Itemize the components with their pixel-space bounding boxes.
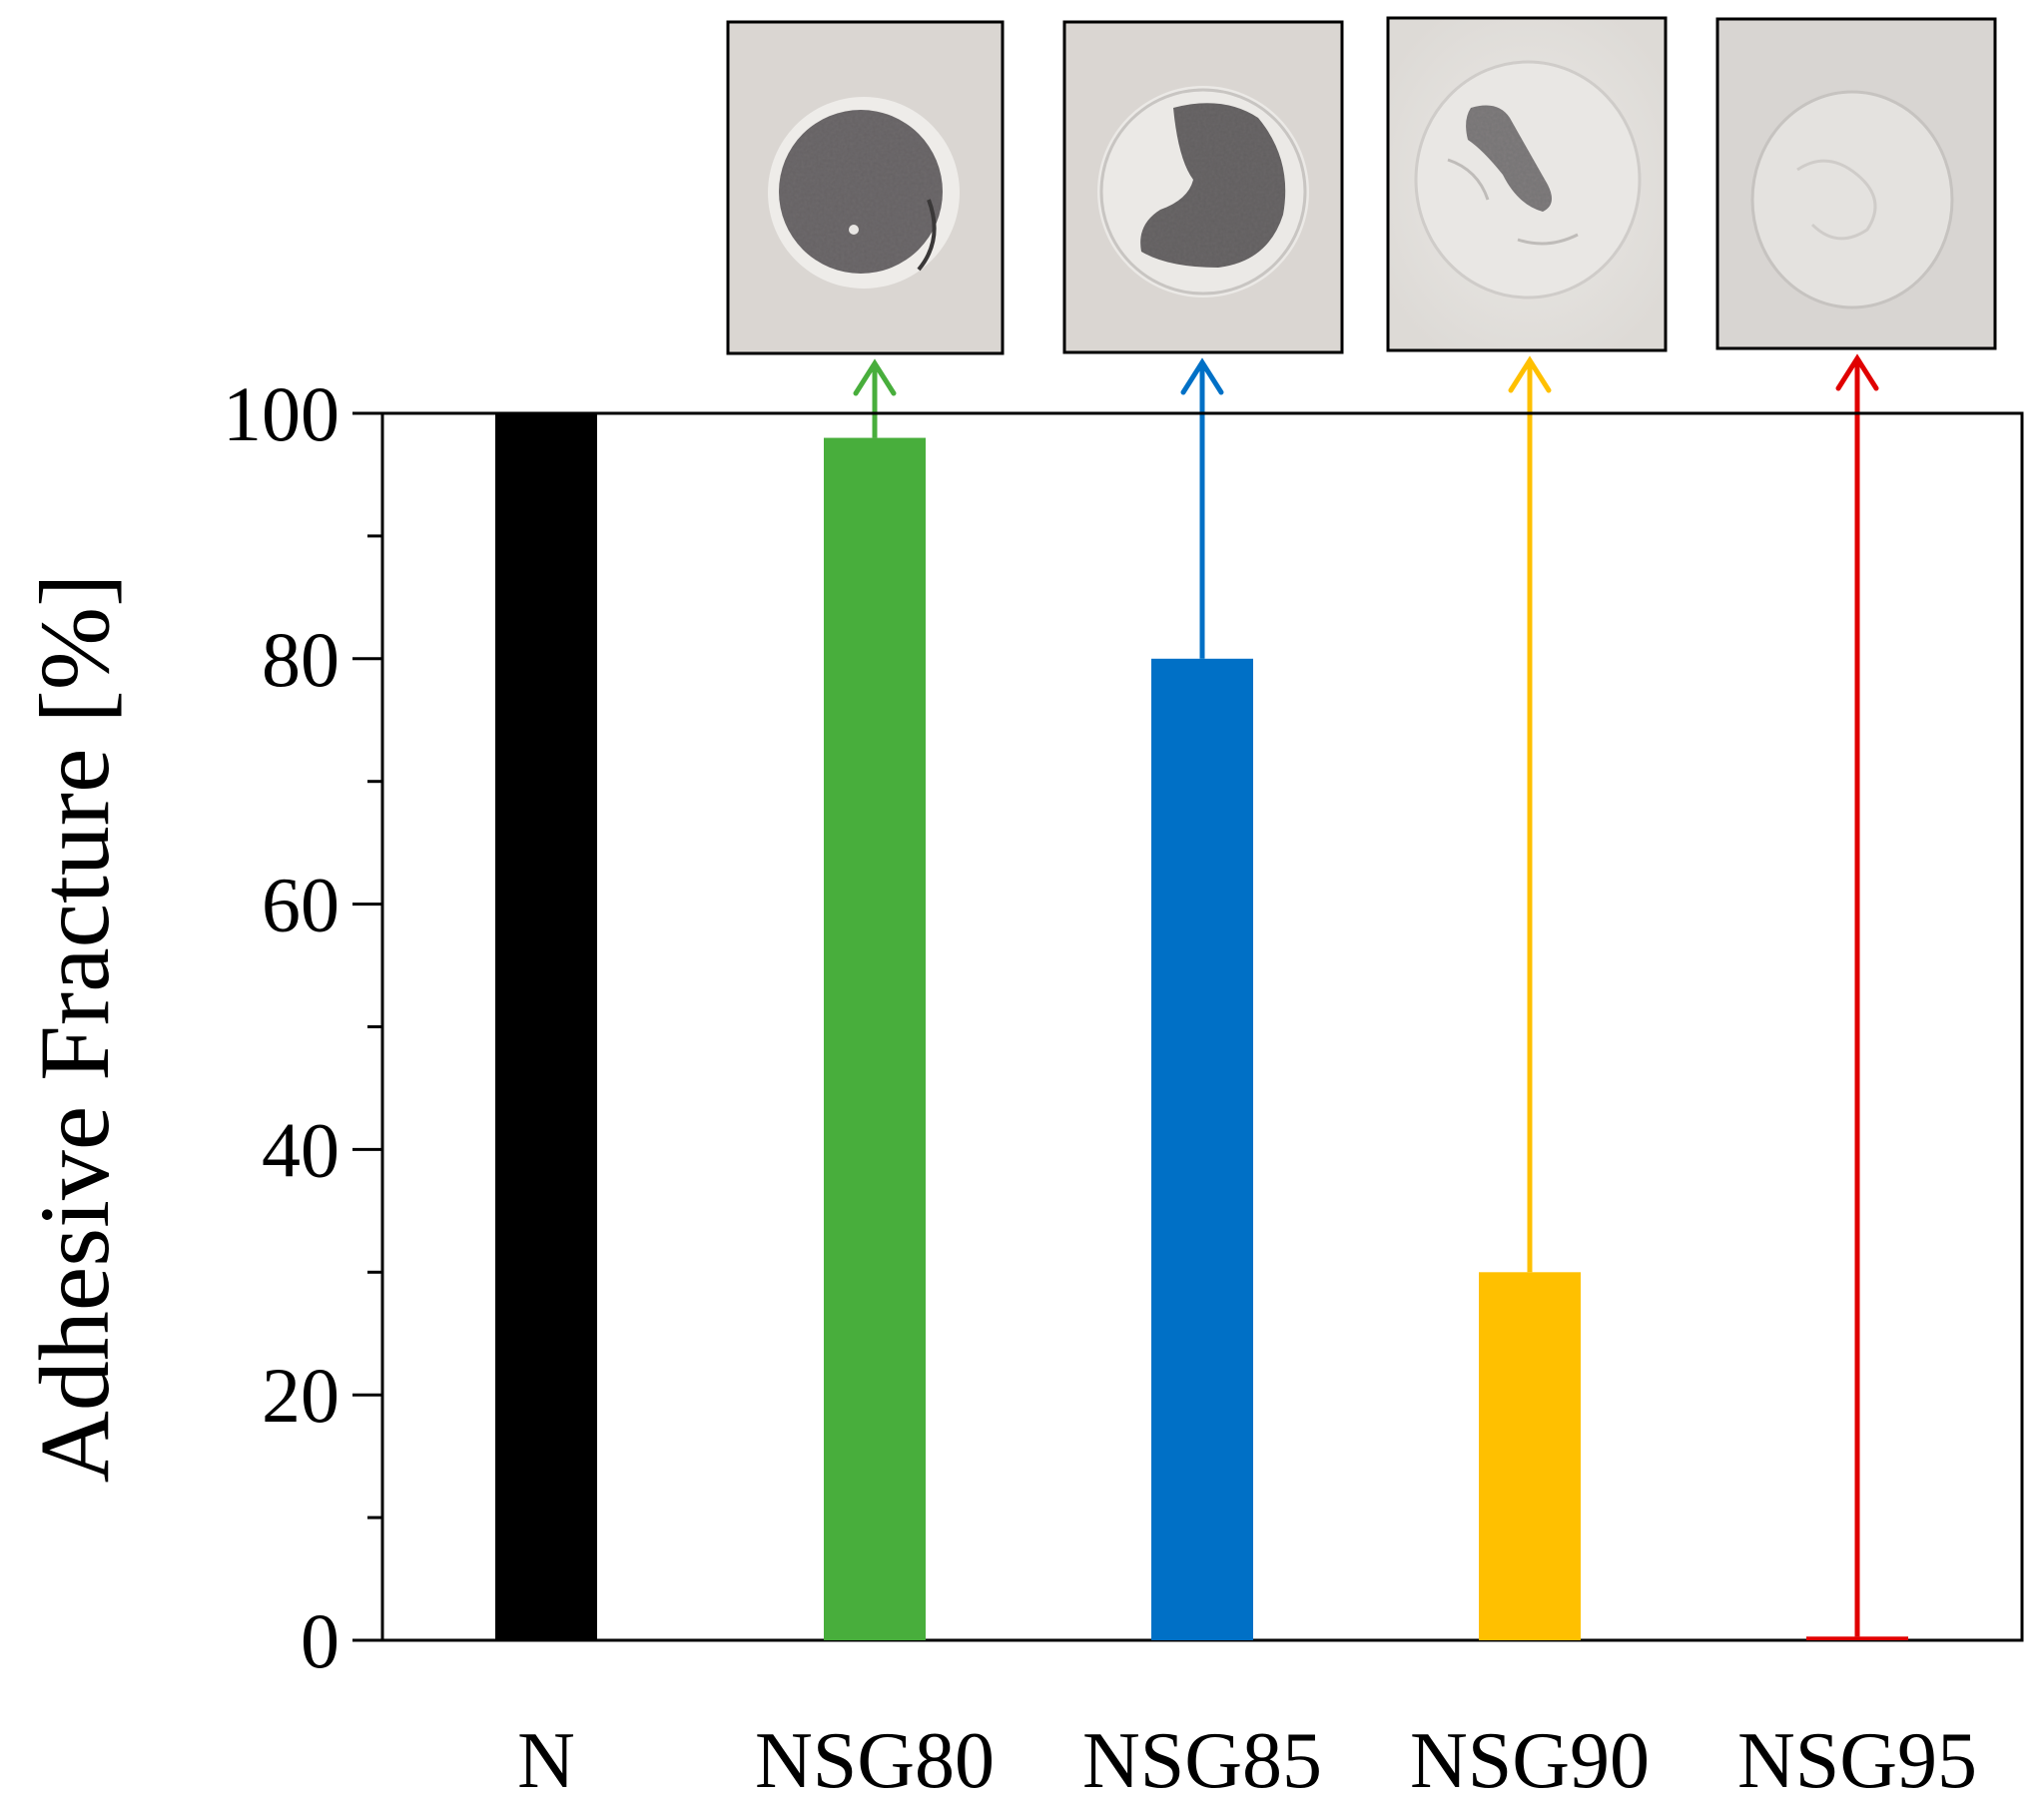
y-tick-label: 60: [262, 862, 340, 948]
y-tick-label: 20: [262, 1352, 340, 1439]
inset-photo-nsg80: [726, 20, 1005, 355]
x-tick-label-nsg95: NSG95: [1737, 1717, 1977, 1805]
bar-n: [495, 413, 597, 1640]
y-axis-title: Adhesive Fracture [%]: [19, 574, 130, 1484]
x-tick-label-nsg90: NSG90: [1410, 1717, 1650, 1805]
inset-connectors: [853, 353, 1879, 1637]
inset-photo-nsg95: [1715, 17, 1997, 350]
inset-photo-nsg85: [1062, 20, 1344, 354]
bar-nsg80: [824, 437, 926, 1641]
bar-nsg90: [1479, 1272, 1581, 1640]
x-tick-label-n: N: [517, 1717, 575, 1805]
bar-nsg85: [1151, 658, 1253, 1640]
x-axis: N NSG80 NSG85 NSG90 NSG95: [517, 1717, 1977, 1805]
y-tick-label: 80: [262, 616, 340, 703]
bar-nsg95: [1806, 1636, 1908, 1640]
inset-photos: [726, 16, 1997, 355]
connector-nsg80: [853, 358, 897, 438]
y-tick-label: 40: [262, 1106, 340, 1193]
y-tick-label: 100: [223, 370, 340, 457]
inset-photo-nsg90: [1386, 16, 1668, 352]
connector-nsg85: [1180, 357, 1224, 659]
connector-nsg90: [1508, 355, 1552, 1273]
bars: [495, 413, 1908, 1641]
y-tick-label: 0: [301, 1597, 340, 1684]
x-tick-label-nsg80: NSG80: [755, 1717, 995, 1805]
x-tick-label-nsg85: NSG85: [1082, 1717, 1322, 1805]
connector-nsg95: [1835, 353, 1879, 1637]
y-axis: 0 20 40 60 80 100: [223, 370, 382, 1684]
